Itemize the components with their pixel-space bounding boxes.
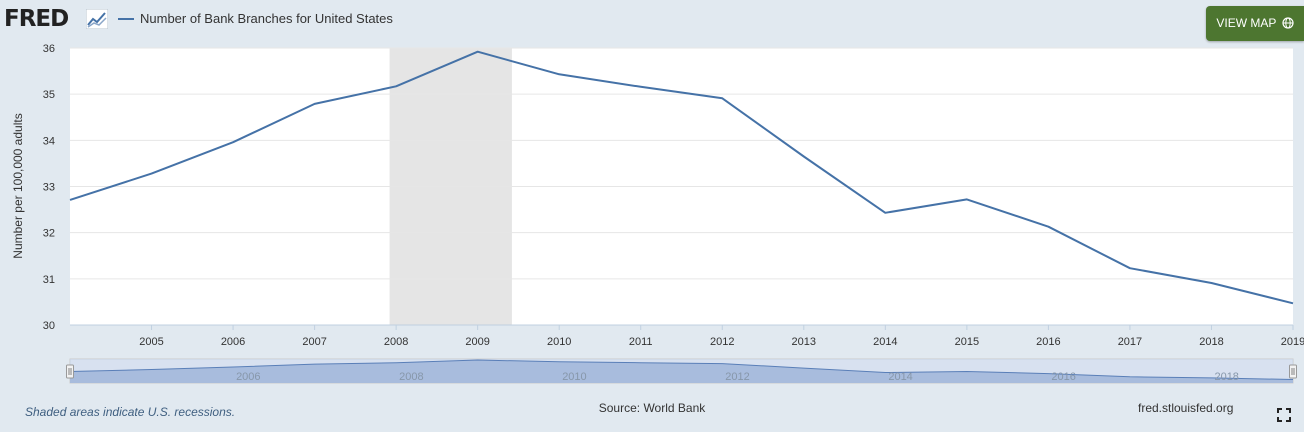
navigator-handle-left[interactable] bbox=[66, 364, 74, 379]
navigator-label: 2016 bbox=[1051, 371, 1075, 383]
x-tick-label: 2007 bbox=[302, 336, 326, 348]
y-tick-label: 36 bbox=[43, 43, 55, 55]
legend-swatch bbox=[118, 17, 134, 20]
navigator-handle-right[interactable] bbox=[1289, 364, 1297, 379]
globe-icon bbox=[1281, 17, 1294, 29]
x-axis: 2005 2006 2007 2008 2009 2010 2011 2012 2013 2014… bbox=[70, 324, 1304, 348]
series-layer bbox=[69, 50, 1294, 305]
navigator-line bbox=[69, 359, 1294, 380]
chart-trend-icon bbox=[86, 9, 108, 29]
x-tick-label: 2010 bbox=[547, 336, 571, 348]
y-axis-title: Number per 100,000 adults bbox=[11, 113, 25, 258]
x-tick-label: 2006 bbox=[221, 336, 245, 348]
navigator-area bbox=[70, 360, 1293, 383]
navigator[interactable]: 2006 2008 2010 2012 2014 2016 2018 bbox=[66, 358, 1297, 384]
x-tick-label: 2008 bbox=[384, 336, 408, 348]
y-tick-label: 30 bbox=[43, 320, 55, 332]
x-tick-label: 2019 bbox=[1281, 336, 1304, 348]
x-tick-label: 2016 bbox=[1036, 336, 1060, 348]
x-tick-label: 2012 bbox=[710, 336, 734, 348]
x-tick-label: 2018 bbox=[1199, 336, 1223, 348]
chart-header: FRED Number of Bank Branches for United … bbox=[0, 0, 1304, 44]
view-map-label: VIEW MAP bbox=[1216, 16, 1277, 30]
fullscreen-icon[interactable] bbox=[1277, 408, 1291, 422]
legend[interactable]: Number of Bank Branches for United State… bbox=[118, 11, 393, 26]
view-map-button[interactable]: VIEW MAP bbox=[1206, 6, 1304, 41]
x-tick-label: 2013 bbox=[792, 336, 816, 348]
navigator-label: 2014 bbox=[888, 371, 912, 383]
navigator-label: 2008 bbox=[399, 371, 423, 383]
x-tick-label: 2011 bbox=[629, 336, 653, 348]
y-tick-label: 32 bbox=[43, 228, 55, 240]
x-tick-label: 2009 bbox=[465, 336, 489, 348]
navigator-label: 2018 bbox=[1214, 371, 1238, 383]
recession-note: Shaded areas indicate U.S. recessions. bbox=[25, 405, 236, 419]
y-tick-label: 35 bbox=[43, 89, 55, 101]
y-tick-label: 31 bbox=[43, 274, 55, 286]
navigator-label: 2006 bbox=[236, 371, 260, 383]
x-tick-label: 2015 bbox=[955, 336, 979, 348]
y-axis: 30 31 32 33 34 35 36 bbox=[43, 43, 55, 332]
navigator-label: 2012 bbox=[725, 371, 749, 383]
navigator-label: 2010 bbox=[562, 371, 586, 383]
plot-area bbox=[70, 47, 1293, 325]
site-link[interactable]: fred.stlouisfed.org bbox=[1138, 401, 1234, 415]
y-tick-label: 33 bbox=[43, 182, 55, 194]
y-tick-label: 34 bbox=[43, 135, 55, 147]
fred-logo[interactable]: FRED bbox=[4, 6, 69, 32]
series-line bbox=[69, 50, 1294, 305]
x-tick-label: 2014 bbox=[873, 336, 897, 348]
source-text: Source: World Bank bbox=[598, 401, 706, 415]
legend-label: Number of Bank Branches for United State… bbox=[140, 11, 393, 26]
x-tick-label: 2005 bbox=[139, 336, 163, 348]
x-tick-label: 2017 bbox=[1118, 336, 1142, 348]
